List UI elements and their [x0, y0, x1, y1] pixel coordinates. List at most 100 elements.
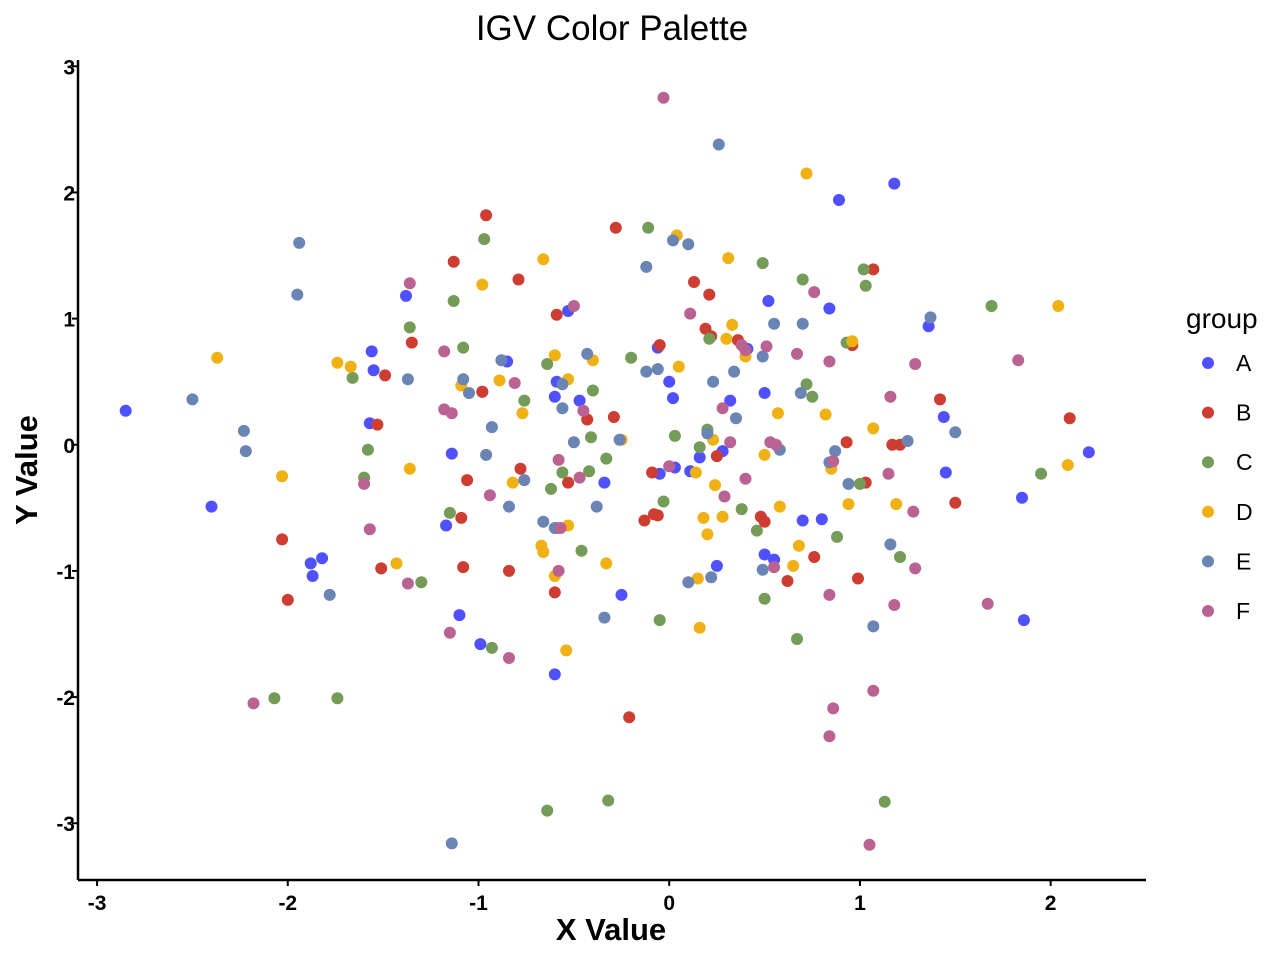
data-point: [463, 387, 475, 399]
data-point: [726, 318, 739, 331]
data-point: [293, 236, 306, 249]
data-point: [653, 614, 666, 627]
data-point: [401, 577, 414, 590]
data-point: [573, 394, 586, 407]
data-point: [829, 445, 842, 458]
data-point: [585, 431, 597, 444]
data-point: [934, 393, 946, 406]
data-point: [894, 551, 906, 563]
data-point: [663, 375, 676, 388]
data-point: [331, 692, 344, 705]
data-point: [400, 289, 412, 302]
data-point: [819, 408, 832, 421]
data-point: [949, 496, 962, 509]
data-point: [367, 364, 380, 377]
data-point: [503, 652, 515, 664]
data-point: [808, 551, 821, 563]
data-point: [415, 576, 428, 589]
data-point: [1061, 459, 1074, 471]
data-point: [787, 559, 800, 572]
data-point: [808, 286, 821, 299]
legend-swatch: [1202, 357, 1214, 369]
data-point: [716, 510, 729, 523]
data-point: [537, 515, 550, 528]
x-tick-label: 1: [854, 892, 866, 915]
data-point: [573, 471, 586, 484]
data-point: [239, 445, 252, 458]
legend-swatch: [1202, 555, 1214, 568]
legend-label: C: [1236, 449, 1253, 475]
data-point: [859, 279, 872, 292]
data-point: [710, 450, 723, 463]
data-point: [823, 730, 836, 743]
data-point: [379, 369, 392, 382]
data-point: [985, 300, 998, 312]
legend-label: D: [1236, 499, 1253, 525]
data-point: [541, 804, 554, 817]
y-tick-label: 0: [63, 435, 75, 458]
legend-swatch: [1202, 605, 1214, 617]
data-point: [663, 460, 676, 473]
data-point: [512, 273, 525, 286]
y-tick-label: -1: [56, 561, 75, 584]
data-point: [493, 374, 506, 387]
data-point: [438, 345, 451, 358]
data-point: [771, 407, 784, 420]
data-point: [701, 528, 714, 541]
data-point: [445, 407, 458, 420]
data-point: [461, 474, 474, 487]
data-point: [478, 233, 491, 246]
data-point: [541, 358, 554, 370]
data-point: [827, 702, 840, 715]
data-point: [503, 564, 515, 577]
data-point: [575, 544, 588, 557]
series-C: [268, 221, 1048, 817]
data-point: [638, 514, 651, 527]
data-point: [707, 375, 720, 388]
data-point: [552, 564, 565, 577]
data-point: [863, 838, 876, 851]
data-point: [403, 321, 416, 334]
data-point: [371, 418, 384, 431]
x-tick-label: -1: [469, 892, 488, 915]
data-point: [693, 621, 706, 634]
data-point: [682, 238, 695, 251]
data-point: [842, 498, 855, 511]
data-point: [560, 644, 573, 657]
y-tick-label: -2: [56, 687, 75, 710]
data-point: [792, 539, 805, 552]
data-point: [705, 571, 718, 584]
data-point: [689, 466, 702, 479]
data-point: [306, 570, 319, 582]
data-point: [548, 586, 561, 599]
data-point: [794, 387, 807, 399]
data-point: [119, 404, 132, 417]
data-point: [878, 795, 891, 808]
data-point: [455, 511, 468, 524]
data-point: [445, 837, 458, 850]
data-point: [291, 288, 304, 301]
data-point: [823, 302, 836, 315]
data-point: [682, 576, 695, 589]
legend-label: B: [1236, 400, 1251, 426]
series-F: [247, 91, 1025, 851]
data-point: [548, 349, 561, 362]
data-point: [600, 557, 613, 570]
chart-title: IGV Color Palette: [476, 9, 748, 48]
data-point: [806, 390, 819, 403]
x-axis-title: X Value: [556, 912, 666, 947]
data-point: [888, 599, 901, 611]
data-point: [651, 509, 664, 522]
data-point: [693, 451, 706, 464]
y-axis-title: Y Value: [9, 415, 44, 525]
data-point: [440, 519, 453, 532]
x-tick-label: 2: [1045, 892, 1057, 915]
data-point: [924, 311, 937, 324]
plot-area: [119, 91, 1095, 851]
data-point: [722, 252, 735, 265]
data-point: [556, 378, 569, 391]
y-tick-label: 2: [63, 182, 75, 205]
data-point: [550, 308, 563, 321]
data-point: [537, 546, 550, 558]
data-point: [554, 522, 567, 534]
